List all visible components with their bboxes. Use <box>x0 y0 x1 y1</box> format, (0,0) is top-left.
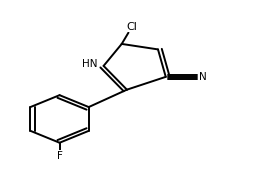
Text: N: N <box>199 72 207 82</box>
Text: HN: HN <box>82 59 97 69</box>
Text: F: F <box>57 151 62 160</box>
Text: Cl: Cl <box>127 22 138 31</box>
